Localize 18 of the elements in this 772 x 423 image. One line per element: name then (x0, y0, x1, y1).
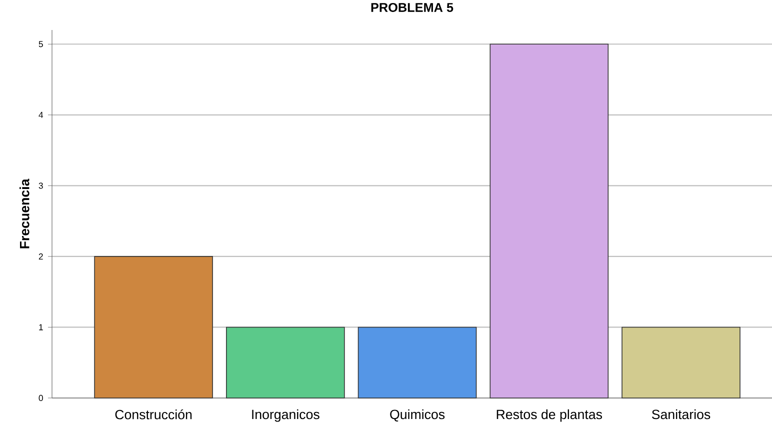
x-tick-label: Restos de plantas (496, 409, 602, 422)
y-tick-label: 1 (39, 324, 43, 330)
y-tick-label: 0 (38, 394, 43, 402)
bar (490, 44, 609, 398)
y-tick-label: 5 (38, 41, 43, 48)
x-tick-label: Quimicos (390, 409, 445, 422)
x-tick-label: Sanitarios (652, 409, 710, 420)
y-tick-label: 4 (38, 112, 44, 118)
x-tick-label: Inorganicos (252, 409, 320, 422)
chart-title: PROBLEMA 5 (371, 2, 454, 12)
y-axis-title: Frecuencia (20, 178, 30, 248)
bar (622, 326, 740, 398)
y-tick-label: 2 (38, 253, 43, 260)
bar (94, 256, 213, 398)
bar (226, 326, 345, 398)
bar (358, 326, 477, 398)
x-tick-label: Construcción (115, 409, 192, 420)
y-tick-label: 3 (38, 182, 43, 189)
